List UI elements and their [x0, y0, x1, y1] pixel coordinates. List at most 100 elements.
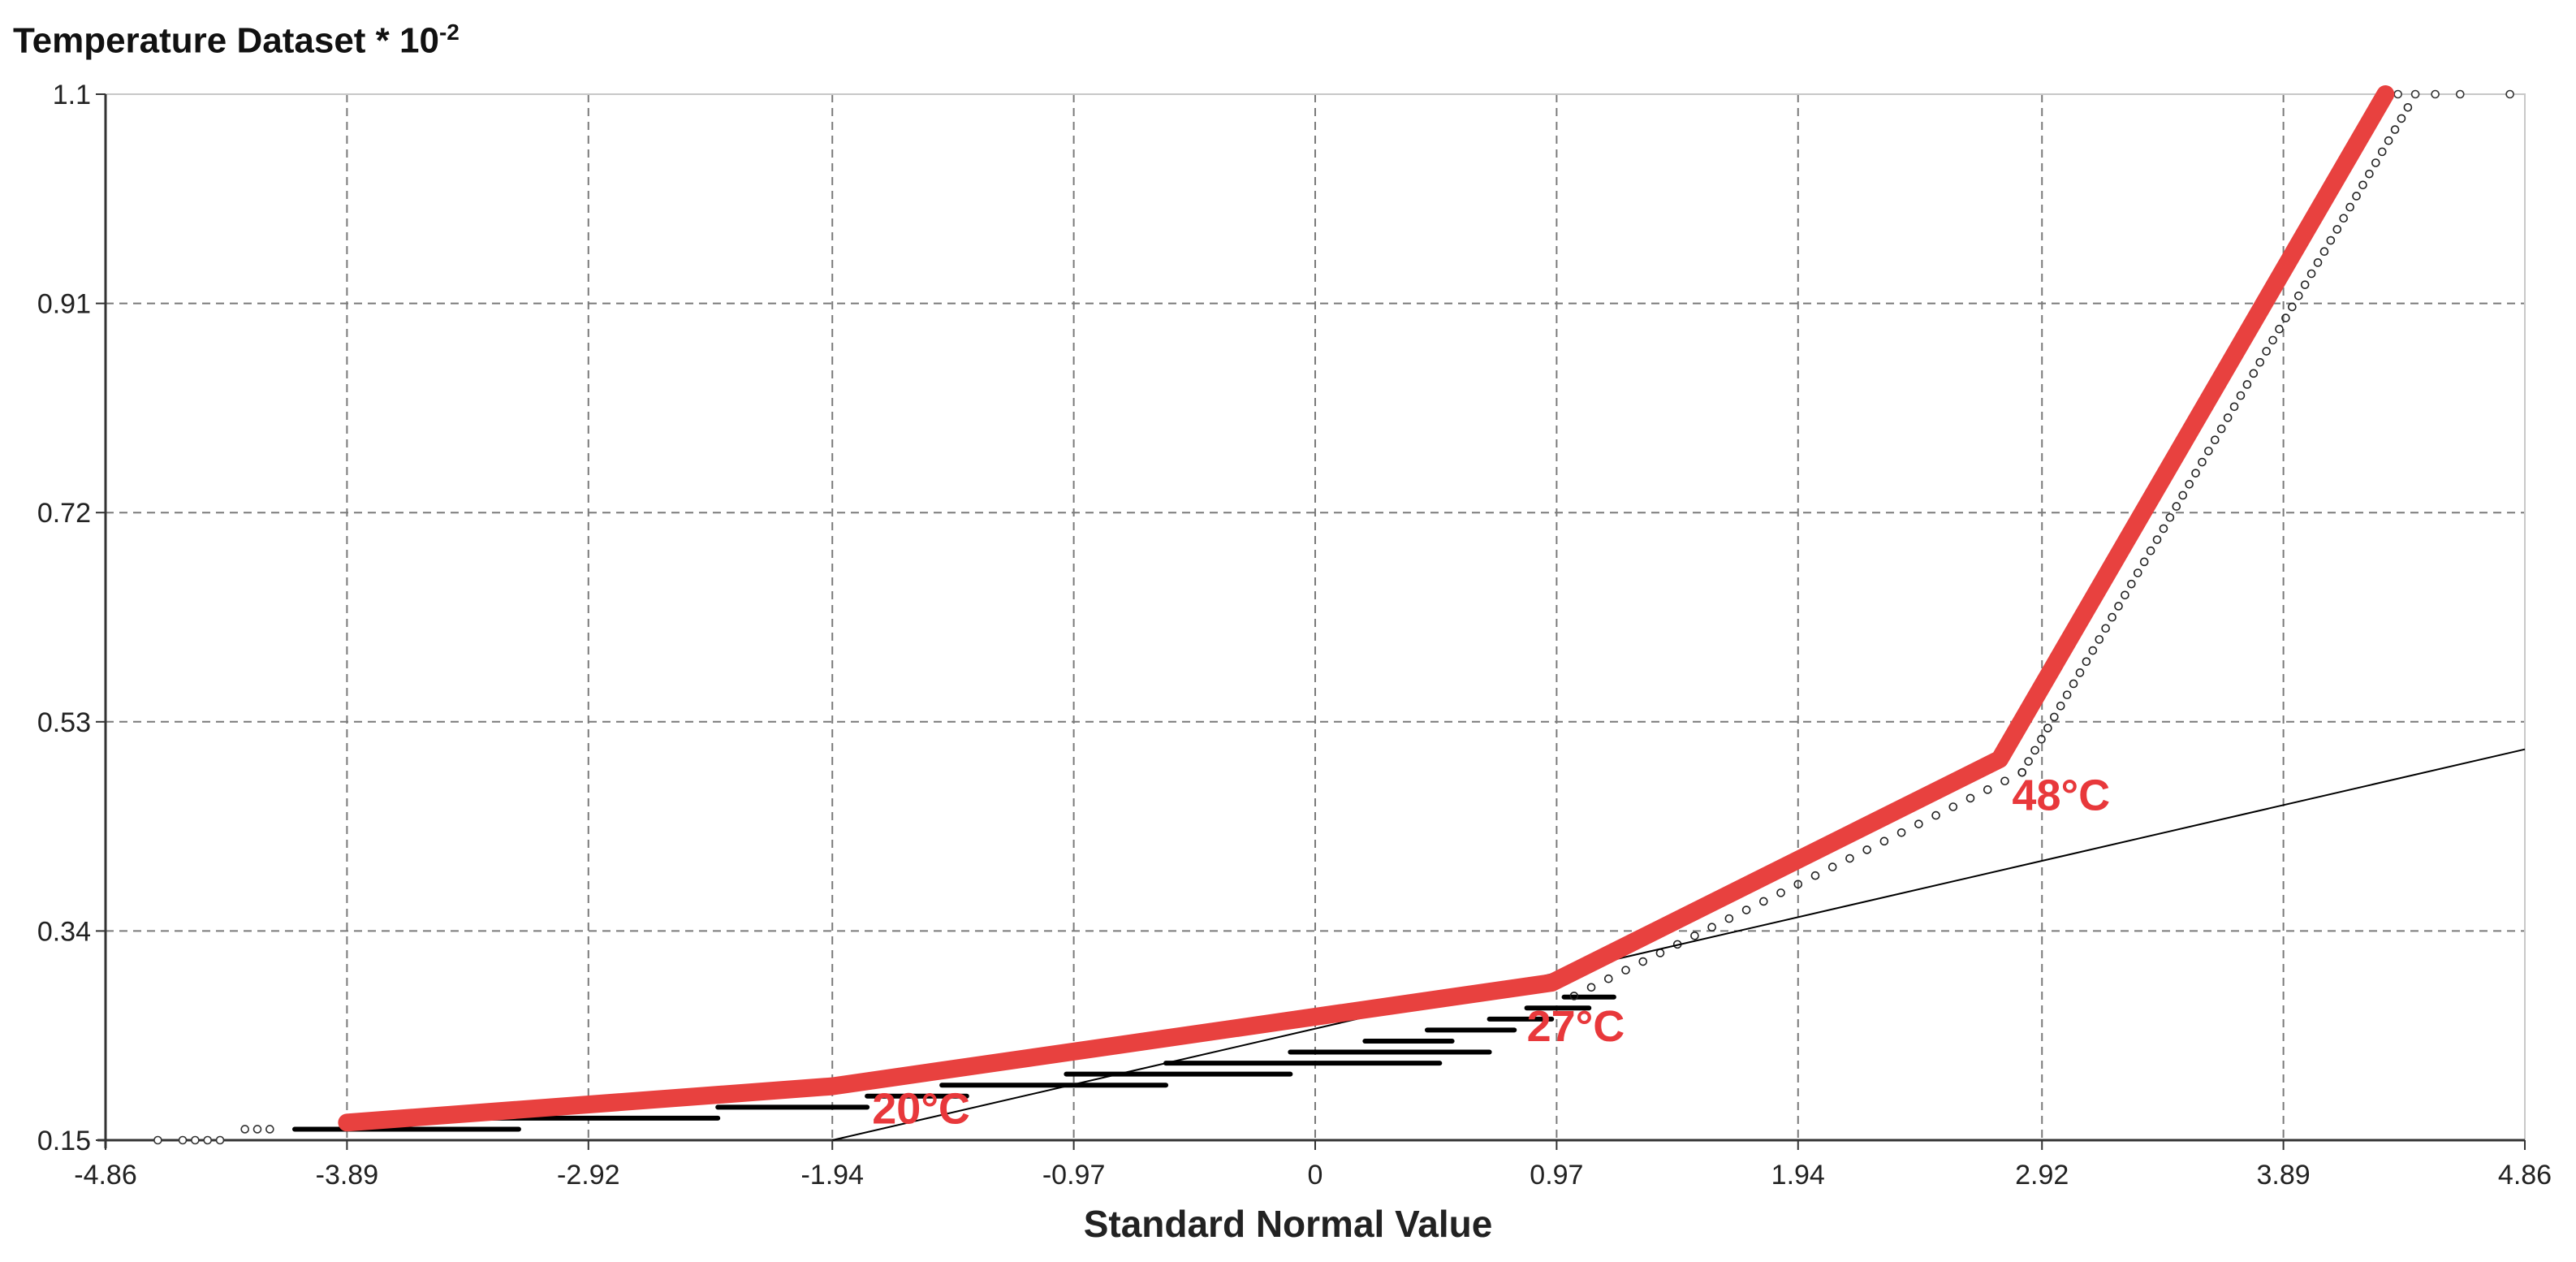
observed-point [2249, 369, 2259, 378]
y-tick-label: 1.1 [53, 80, 91, 110]
y-tick-label: 0.72 [37, 498, 91, 529]
observed-point [1707, 923, 1716, 932]
observed-tail-point [178, 1135, 188, 1145]
observed-point [2152, 535, 2162, 544]
observed-point [2075, 668, 2085, 677]
observed-tail-point [265, 1125, 274, 1134]
observed-point [2172, 502, 2181, 511]
observed-point [2043, 724, 2052, 733]
x-tick-label: 3.89 [2257, 1160, 2311, 1191]
plot-frame [97, 93, 2526, 1148]
observed-tail-point [191, 1135, 200, 1145]
observed-point [1724, 914, 1734, 923]
observed-point [2339, 214, 2349, 223]
y-tick-labels: 0.15 0.34 0.53 0.72 0.91 1.1 [37, 80, 106, 1156]
y-tick-label: 0.34 [37, 916, 91, 947]
observed-point [1638, 957, 1648, 966]
observed-point [2069, 679, 2078, 689]
observed-point [2024, 757, 2033, 766]
piecewise-fit-group [338, 85, 2395, 1132]
observed-point [1569, 992, 1579, 1001]
observed-tail-point [2393, 89, 2402, 99]
observed-point [1931, 810, 1940, 820]
y-tick-label: 0.91 [37, 289, 91, 320]
observed-point [2037, 734, 2046, 744]
observed-point [2159, 524, 2168, 534]
observed-point [2345, 202, 2354, 212]
x-tick-label: -2.92 [557, 1160, 620, 1191]
observed-point [1603, 974, 1613, 983]
observed-point [2114, 602, 2123, 611]
observed-point [1759, 897, 1768, 906]
y-tick-label: 0.53 [37, 707, 91, 738]
reference-line-group [832, 748, 2526, 1141]
observed-point [2185, 480, 2194, 489]
observed-point [2242, 380, 2252, 389]
observed-points [153, 89, 2514, 1145]
annotations: 20°C 27°C 48°C [872, 771, 2110, 1133]
observed-point [2377, 147, 2387, 157]
y-axis-title: Temperature Dataset * 10-2 [13, 19, 460, 62]
observed-point [2397, 114, 2406, 123]
observed-point [2332, 225, 2342, 234]
x-tick-label: 2.92 [2015, 1160, 2069, 1191]
x-tick-label: 0 [1308, 1160, 1323, 1191]
grid [106, 94, 2525, 1140]
x-tick-label: -1.94 [800, 1160, 864, 1191]
observed-tail-point [240, 1125, 249, 1134]
observed-point [2255, 357, 2265, 367]
observed-point [2216, 424, 2226, 434]
observed-point [2204, 447, 2213, 456]
observed-point [2306, 269, 2316, 279]
observed-point [2178, 491, 2188, 500]
observed-point [2390, 125, 2400, 134]
observed-point [2088, 646, 2098, 655]
observed-point [2371, 158, 2380, 167]
observed-point [1914, 819, 1923, 828]
observed-point [2403, 102, 2413, 112]
y-axis-title-text: Temperature Dataset * 10 [13, 20, 439, 61]
y-axis-title-exponent: -2 [438, 19, 460, 45]
observed-point [2268, 335, 2277, 345]
x-tick-label: 4.86 [2498, 1160, 2552, 1191]
x-tick-label: 1.94 [1771, 1160, 1825, 1191]
observed-point [1879, 836, 1889, 846]
observed-point [2293, 291, 2303, 300]
observed-point [2101, 624, 2110, 633]
observed-point [2300, 280, 2310, 289]
observed-point [2198, 457, 2207, 467]
reference-line [832, 748, 2526, 1141]
x-axis-title: Standard Normal Value [1083, 1203, 1493, 1245]
observed-point [2281, 313, 2290, 322]
observed-point [1793, 880, 1803, 889]
observed-point [2352, 192, 2361, 201]
observed-point [2229, 402, 2239, 412]
observed-point [2030, 746, 2039, 755]
observed-point [2365, 169, 2374, 179]
observed-tail-point [215, 1135, 225, 1145]
observed-point [2223, 413, 2233, 422]
observed-point [2384, 136, 2393, 145]
observed-tail-point [153, 1135, 162, 1145]
observed-point [1862, 845, 1871, 854]
breakpoint-label: 48°C [2012, 771, 2110, 819]
observed-point [2108, 612, 2116, 622]
observed-point [2017, 767, 2026, 777]
observed-point [1845, 854, 1854, 863]
observed-point [2095, 635, 2104, 644]
observed-tail-point [2410, 89, 2420, 99]
observed-point [1983, 785, 1992, 794]
observed-tail-point [2455, 89, 2465, 99]
observed-point [1948, 802, 1958, 811]
observed-point [2165, 512, 2175, 522]
breakpoint-label: 20°C [872, 1085, 970, 1134]
observed-point [2358, 180, 2367, 190]
observed-point [2127, 579, 2136, 589]
observed-point [1896, 828, 1906, 837]
y-tick-label: 0.15 [37, 1126, 91, 1156]
observed-point [1810, 871, 1820, 880]
x-tick-labels: -4.86 -3.89 -2.92 -1.94 -0.97 0 0.97 1.94 2.92 3.… [74, 1140, 2552, 1191]
x-tick-label: 0.97 [1530, 1160, 1583, 1191]
observed-tail-point [252, 1125, 262, 1134]
